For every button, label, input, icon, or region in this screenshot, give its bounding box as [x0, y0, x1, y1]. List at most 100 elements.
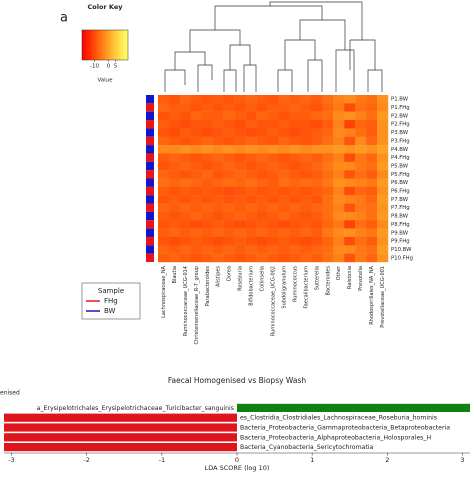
heat-cell — [300, 153, 312, 162]
heat-cell — [300, 178, 312, 188]
heat-cell — [267, 95, 279, 104]
heat-cell — [190, 153, 203, 162]
heat-cell — [355, 145, 367, 154]
heat-cell — [278, 120, 290, 129]
heat-cell — [168, 170, 181, 179]
heat-cell — [234, 236, 246, 246]
heat-cell — [158, 178, 170, 188]
heat-cell — [245, 253, 257, 263]
heat-cell — [278, 128, 290, 137]
heat-cell — [245, 120, 257, 129]
heat-cell — [201, 236, 213, 246]
heat-cell — [300, 253, 312, 263]
heat-cell — [322, 161, 334, 171]
heat-cell — [289, 161, 301, 171]
heat-cell — [223, 178, 235, 188]
row-label: P5.BW — [391, 163, 409, 169]
heat-cell — [158, 203, 170, 213]
heat-cell — [278, 211, 290, 221]
heat-cell — [256, 95, 268, 104]
heat-cell — [267, 228, 279, 238]
color-key — [81, 29, 129, 61]
heat-cell — [333, 195, 345, 204]
heat-cell — [201, 170, 213, 179]
heat-cell — [366, 203, 378, 213]
heat-cell — [190, 211, 203, 221]
heat-cell — [377, 178, 389, 188]
heat-cell — [267, 161, 279, 171]
heat-cell — [289, 136, 301, 146]
column-label: Rhodospirillales_NA_NA — [369, 265, 375, 324]
heat-cell — [311, 120, 323, 129]
heat-cell — [168, 136, 181, 146]
heat-cell — [234, 195, 246, 204]
bar — [237, 403, 470, 412]
heat-cell — [300, 95, 312, 104]
heat-cell — [333, 220, 345, 229]
column-label: Roseburia — [238, 266, 244, 291]
row-side-color — [146, 103, 154, 112]
heat-cell — [278, 145, 290, 154]
heat-cell — [311, 145, 323, 154]
heat-cell — [355, 186, 367, 196]
heat-cell — [245, 228, 257, 238]
heat-cell — [234, 170, 246, 179]
heat-cell — [234, 136, 246, 146]
heat-cell — [344, 153, 356, 162]
heat-cell — [322, 170, 334, 179]
x-tick-label: -3 — [8, 456, 14, 464]
heat-cell — [179, 178, 192, 188]
column-label: Christensenellaceae_R-7_group — [194, 266, 200, 344]
heat-cell — [201, 245, 213, 254]
heat-cell — [278, 178, 290, 188]
heat-cell — [256, 228, 268, 238]
heat-cell — [245, 178, 257, 188]
column-label: Dorea — [227, 266, 233, 281]
heat-cell — [201, 95, 213, 104]
heat-cell — [344, 245, 356, 254]
heat-cell — [300, 211, 312, 221]
heat-cell — [245, 161, 257, 171]
row-side-color — [146, 161, 154, 171]
heat-cell — [300, 195, 312, 204]
heat-cell — [333, 120, 345, 129]
heat-cell — [344, 195, 356, 204]
row-side-color — [146, 111, 154, 121]
heat-cell — [212, 128, 224, 137]
heat-cell — [223, 128, 235, 137]
heat-cell — [223, 120, 235, 129]
heat-cell — [322, 153, 334, 162]
heat-cell — [245, 211, 257, 221]
heat-cell — [223, 111, 235, 121]
heat-cell — [289, 145, 301, 154]
heat-cell — [278, 195, 290, 204]
heat-cell — [168, 111, 181, 121]
heat-cell — [377, 186, 389, 196]
heat-cell — [212, 95, 224, 104]
heat-cell — [333, 103, 345, 112]
heat-cell — [278, 228, 290, 238]
heat-cell — [311, 136, 323, 146]
column-label: Blautia — [172, 266, 178, 283]
heat-cell — [366, 120, 378, 129]
heat-cell — [344, 128, 356, 137]
heat-cell — [344, 120, 356, 129]
heat-cell — [377, 136, 389, 146]
heat-cell — [289, 153, 301, 162]
heat-cell — [311, 95, 323, 104]
heat-cell — [278, 95, 290, 104]
heat-cell — [201, 128, 213, 137]
heat-cell — [168, 253, 181, 263]
row-label: P7.BW — [391, 197, 409, 203]
heat-cell — [278, 103, 290, 112]
heat-cell — [366, 178, 378, 188]
heat-cell — [212, 170, 224, 179]
heat-cell — [377, 153, 389, 162]
heat-cell — [245, 136, 257, 146]
heat-cell — [311, 253, 323, 263]
heat-cell — [245, 203, 257, 213]
row-side-color — [146, 145, 154, 154]
heat-cell — [245, 245, 257, 254]
heat-cell — [179, 95, 192, 104]
heat-cell — [158, 153, 170, 162]
